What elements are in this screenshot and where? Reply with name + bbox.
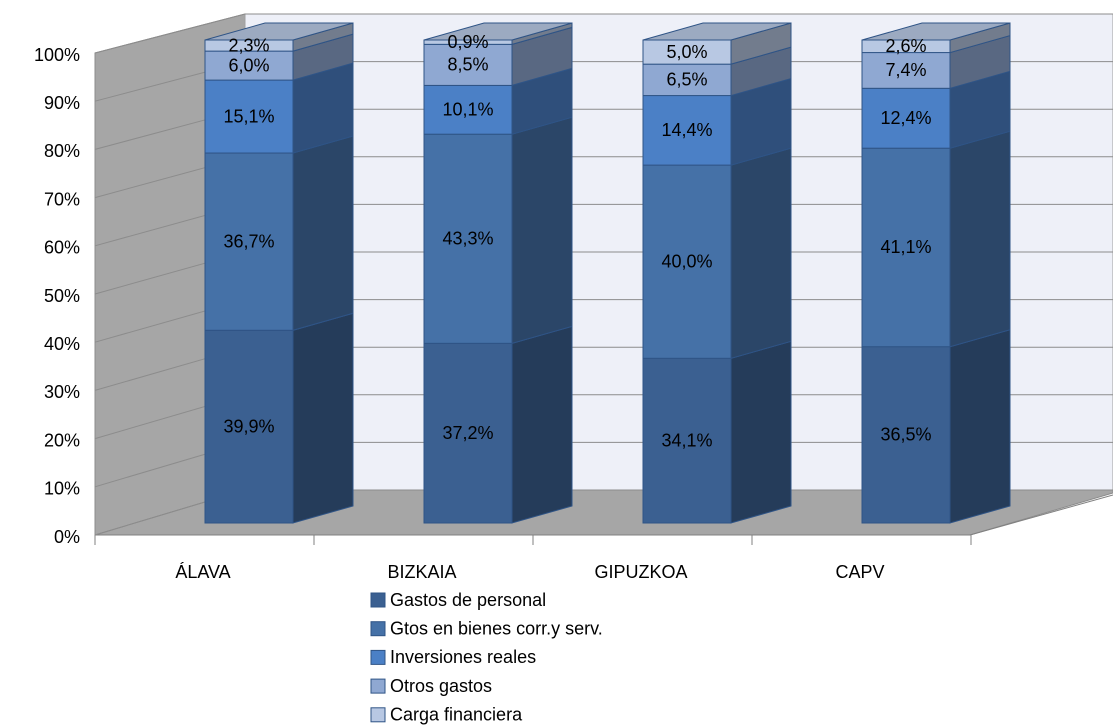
- x-tick-label: CAPV: [835, 562, 884, 582]
- legend-swatch: [370, 621, 386, 637]
- bar-side: [511, 116, 573, 344]
- x-axis-depth: [969, 494, 1113, 536]
- bar: [861, 52, 951, 89]
- bar-side: [292, 135, 354, 331]
- data-label: 14,4%: [661, 120, 712, 140]
- legend-label: Carga financiera: [390, 705, 523, 725]
- legend-label: Gtos en bienes corr.y serv.: [390, 618, 603, 638]
- bar: [204, 50, 294, 81]
- legend-swatch: [370, 678, 386, 694]
- y-tick-label: 100%: [34, 45, 80, 65]
- legend-swatch: [370, 707, 386, 723]
- data-label: 15,1%: [223, 106, 274, 126]
- legend-label: Gastos de personal: [390, 590, 546, 610]
- legend-label: Inversiones reales: [390, 647, 536, 667]
- y-tick-label: 0%: [54, 527, 80, 547]
- data-label: 39,9%: [223, 416, 274, 436]
- data-label: 36,7%: [223, 231, 274, 251]
- y-tick-label: 80%: [44, 141, 80, 161]
- bar: [642, 95, 732, 166]
- data-label: 40,0%: [661, 251, 712, 271]
- bar: [423, 39, 513, 45]
- bar: [204, 329, 294, 524]
- bar-side: [949, 130, 1011, 348]
- y-tick-label: 20%: [44, 430, 80, 450]
- data-label: 43,3%: [442, 229, 493, 249]
- bar: [861, 87, 951, 149]
- bar-side: [511, 325, 573, 524]
- y-tick-label: 70%: [44, 189, 80, 209]
- y-tick-label: 30%: [44, 382, 80, 402]
- bar: [642, 63, 732, 97]
- data-label: 36,5%: [880, 425, 931, 445]
- data-label: 2,6%: [885, 36, 926, 56]
- bar: [423, 84, 513, 135]
- data-label: 8,5%: [447, 55, 488, 75]
- data-label: 0,9%: [447, 32, 488, 52]
- bar: [423, 342, 513, 524]
- x-tick-label: ÁLAVA: [175, 562, 230, 582]
- legend-label: Otros gastos: [390, 676, 492, 696]
- data-label: 34,1%: [661, 430, 712, 450]
- y-tick-label: 60%: [44, 238, 80, 258]
- legend-swatch: [370, 592, 386, 608]
- y-tick-label: 40%: [44, 334, 80, 354]
- bar-side: [730, 340, 792, 524]
- data-label: 41,1%: [880, 237, 931, 257]
- bar: [204, 39, 294, 52]
- legend-swatch: [370, 649, 386, 665]
- data-label: 37,2%: [442, 423, 493, 443]
- y-tick-label: 10%: [44, 479, 80, 499]
- bar-side: [292, 312, 354, 524]
- bar-side: [949, 329, 1011, 524]
- data-label: 12,4%: [880, 108, 931, 128]
- bar: [642, 39, 732, 65]
- x-tick-label: GIPUZKOA: [594, 562, 687, 582]
- bar: [204, 152, 294, 331]
- bar: [423, 43, 513, 86]
- bar-side: [730, 147, 792, 359]
- data-label: 2,3%: [228, 35, 269, 55]
- data-label: 5,0%: [666, 42, 707, 62]
- y-tick-label: 90%: [44, 93, 80, 113]
- bar: [861, 346, 951, 524]
- x-tick-label: BIZKAIA: [387, 562, 456, 582]
- bar: [861, 39, 951, 54]
- y-tick-label: 50%: [44, 286, 80, 306]
- data-label: 10,1%: [442, 100, 493, 120]
- bar: [423, 133, 513, 344]
- bar: [204, 79, 294, 154]
- data-label: 7,4%: [885, 60, 926, 80]
- data-label: 6,5%: [666, 70, 707, 90]
- data-label: 6,0%: [228, 55, 269, 75]
- grid-line: [94, 13, 1113, 54]
